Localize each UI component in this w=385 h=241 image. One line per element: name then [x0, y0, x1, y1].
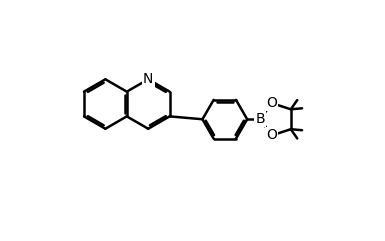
Text: O: O: [266, 96, 277, 110]
Text: B: B: [255, 112, 265, 126]
Text: N: N: [143, 72, 153, 86]
Text: O: O: [266, 128, 277, 142]
